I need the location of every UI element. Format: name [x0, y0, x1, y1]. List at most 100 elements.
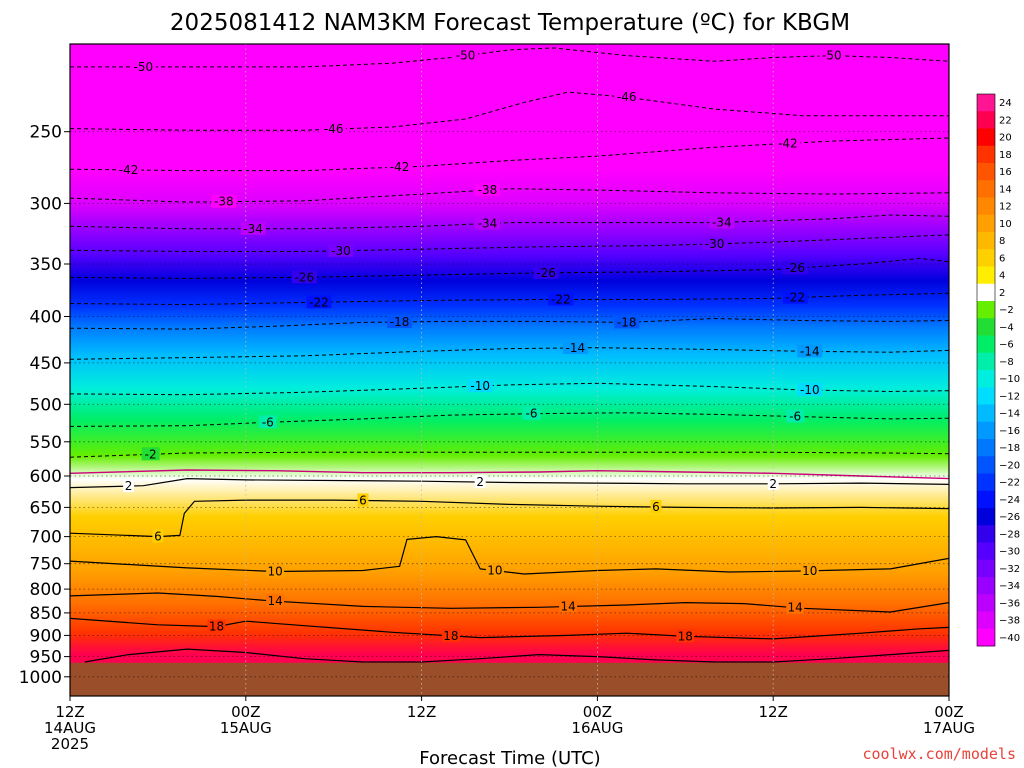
colorbar-swatch	[977, 525, 995, 543]
colorbar-swatch	[977, 387, 995, 405]
isotherm-label: -50	[456, 49, 476, 63]
pressure-axis: 2503003504004505005506006507007508008509…	[19, 123, 70, 688]
colorbar-swatch	[977, 145, 995, 164]
colorbar-label: −38	[999, 616, 1020, 627]
colorbar-label: −2	[999, 305, 1014, 316]
isotherm-label-bg	[702, 236, 728, 250]
y-tick-label: 450	[30, 354, 62, 374]
isotherm-label: -22	[785, 291, 805, 305]
colorbar-swatch	[977, 283, 995, 302]
isotherm-label-bg	[676, 629, 695, 643]
isotherm-label: 10	[487, 564, 502, 578]
colorbar-swatch	[977, 439, 995, 457]
colorbar-swatch	[977, 490, 995, 509]
plot-frame	[69, 43, 950, 697]
x-tick-label: 00Z	[934, 703, 963, 721]
y-tick-label: 350	[30, 255, 62, 275]
isotherm-label-bg	[782, 261, 808, 275]
isotherm-line	[70, 478, 949, 489]
colorbar-label: −18	[999, 443, 1020, 454]
isotherm-label: -26	[785, 261, 805, 275]
colorbar-label: 2	[999, 288, 1005, 299]
isotherm-label-bg	[328, 243, 354, 257]
isotherm-label-bg	[141, 447, 160, 461]
colorbar-swatch	[977, 611, 995, 630]
y-tick-label: 400	[30, 308, 62, 328]
colorbar-label: −16	[999, 426, 1020, 437]
isotherm-label-bg	[485, 563, 504, 577]
colorbar-swatch	[977, 197, 995, 216]
isotherm-label-bg	[650, 500, 662, 513]
x-tick-label: 14AUG	[44, 719, 96, 737]
isotherm-label-bg	[797, 344, 823, 358]
colorbar-label: 8	[999, 236, 1005, 247]
isotherm-line	[70, 499, 949, 538]
x-tick-label: 12Z	[407, 703, 436, 721]
isotherm-label-bg	[207, 619, 226, 633]
isotherm-label: -34	[712, 215, 732, 229]
y-tick-label: 950	[30, 648, 62, 668]
isotherm-label: -10	[470, 379, 490, 393]
isotherm-label: -6	[262, 415, 274, 429]
colorbar-swatch	[977, 111, 995, 129]
isotherm-label: 2	[769, 477, 777, 491]
x-tick-label: 12Z	[759, 703, 788, 721]
source-credit: coolwx.com/models	[862, 745, 1016, 763]
colorbar-label: 16	[999, 167, 1012, 178]
isotherm-label-bg	[291, 270, 317, 284]
colorbar-swatch	[977, 180, 995, 198]
isotherm-label: -42	[390, 160, 410, 174]
isotherm-label-bg	[475, 183, 500, 197]
y-tick-label: 550	[30, 433, 62, 453]
y-tick-label: 250	[30, 123, 62, 143]
isotherm-label-bg	[116, 162, 142, 176]
isotherm-label: -30	[705, 237, 725, 251]
y-tick-label: 800	[30, 580, 62, 600]
y-tick-label: 700	[30, 528, 62, 548]
isotherm-label: -26	[295, 270, 315, 284]
isotherm-label: -46	[617, 90, 637, 104]
isotherm-label: -14	[566, 341, 586, 355]
colorbar-label: −34	[999, 581, 1020, 592]
isotherm-label-bg	[387, 160, 413, 174]
colorbar-swatch	[977, 370, 995, 388]
y-tick-label: 1000	[19, 668, 62, 688]
colorbar-label: −14	[999, 409, 1020, 420]
isotherm-line	[70, 292, 949, 306]
y-tick-label: 600	[30, 467, 62, 487]
x-tick-label: 2025	[51, 735, 89, 753]
colorbar-label: −6	[999, 340, 1014, 351]
colorbar-label: 6	[999, 253, 1005, 264]
isotherm-label-bg	[614, 90, 640, 104]
x-tick-label: 00Z	[583, 703, 612, 721]
y-tick-label: 850	[30, 604, 62, 624]
colorbar-label: −24	[999, 495, 1020, 506]
isotherm-label: 10	[267, 565, 282, 579]
colorbar-label: −22	[999, 478, 1020, 489]
colorbar-swatch	[977, 266, 995, 285]
isotherm-label-bg	[357, 493, 369, 507]
colorbar-swatch	[977, 214, 995, 233]
colorbar-label: 14	[999, 184, 1012, 195]
colorbar-label: −28	[999, 529, 1020, 540]
isotherm-label: 2	[125, 479, 133, 493]
isotherm-label: -34	[243, 222, 263, 236]
isotherm-label-bg	[782, 290, 808, 304]
isotherm-label-bg	[786, 600, 805, 614]
isotherm-label-bg	[258, 415, 277, 429]
isotherm-label: 18	[443, 629, 458, 643]
isotherm-label: -34	[478, 217, 498, 231]
colorbar-swatch	[977, 301, 995, 319]
isotherm-label-bg	[441, 628, 460, 642]
y-tick-label: 500	[30, 395, 62, 415]
colorbar-label: 10	[999, 219, 1012, 230]
y-tick-label: 300	[30, 194, 62, 214]
isotherm-label-bg	[453, 48, 479, 62]
colorbar-swatch	[977, 128, 995, 147]
colorbar-swatch	[977, 352, 995, 371]
colorbar-swatch	[977, 421, 995, 440]
colorbar-label: −32	[999, 564, 1020, 575]
isotherm-label-bg	[767, 476, 779, 490]
